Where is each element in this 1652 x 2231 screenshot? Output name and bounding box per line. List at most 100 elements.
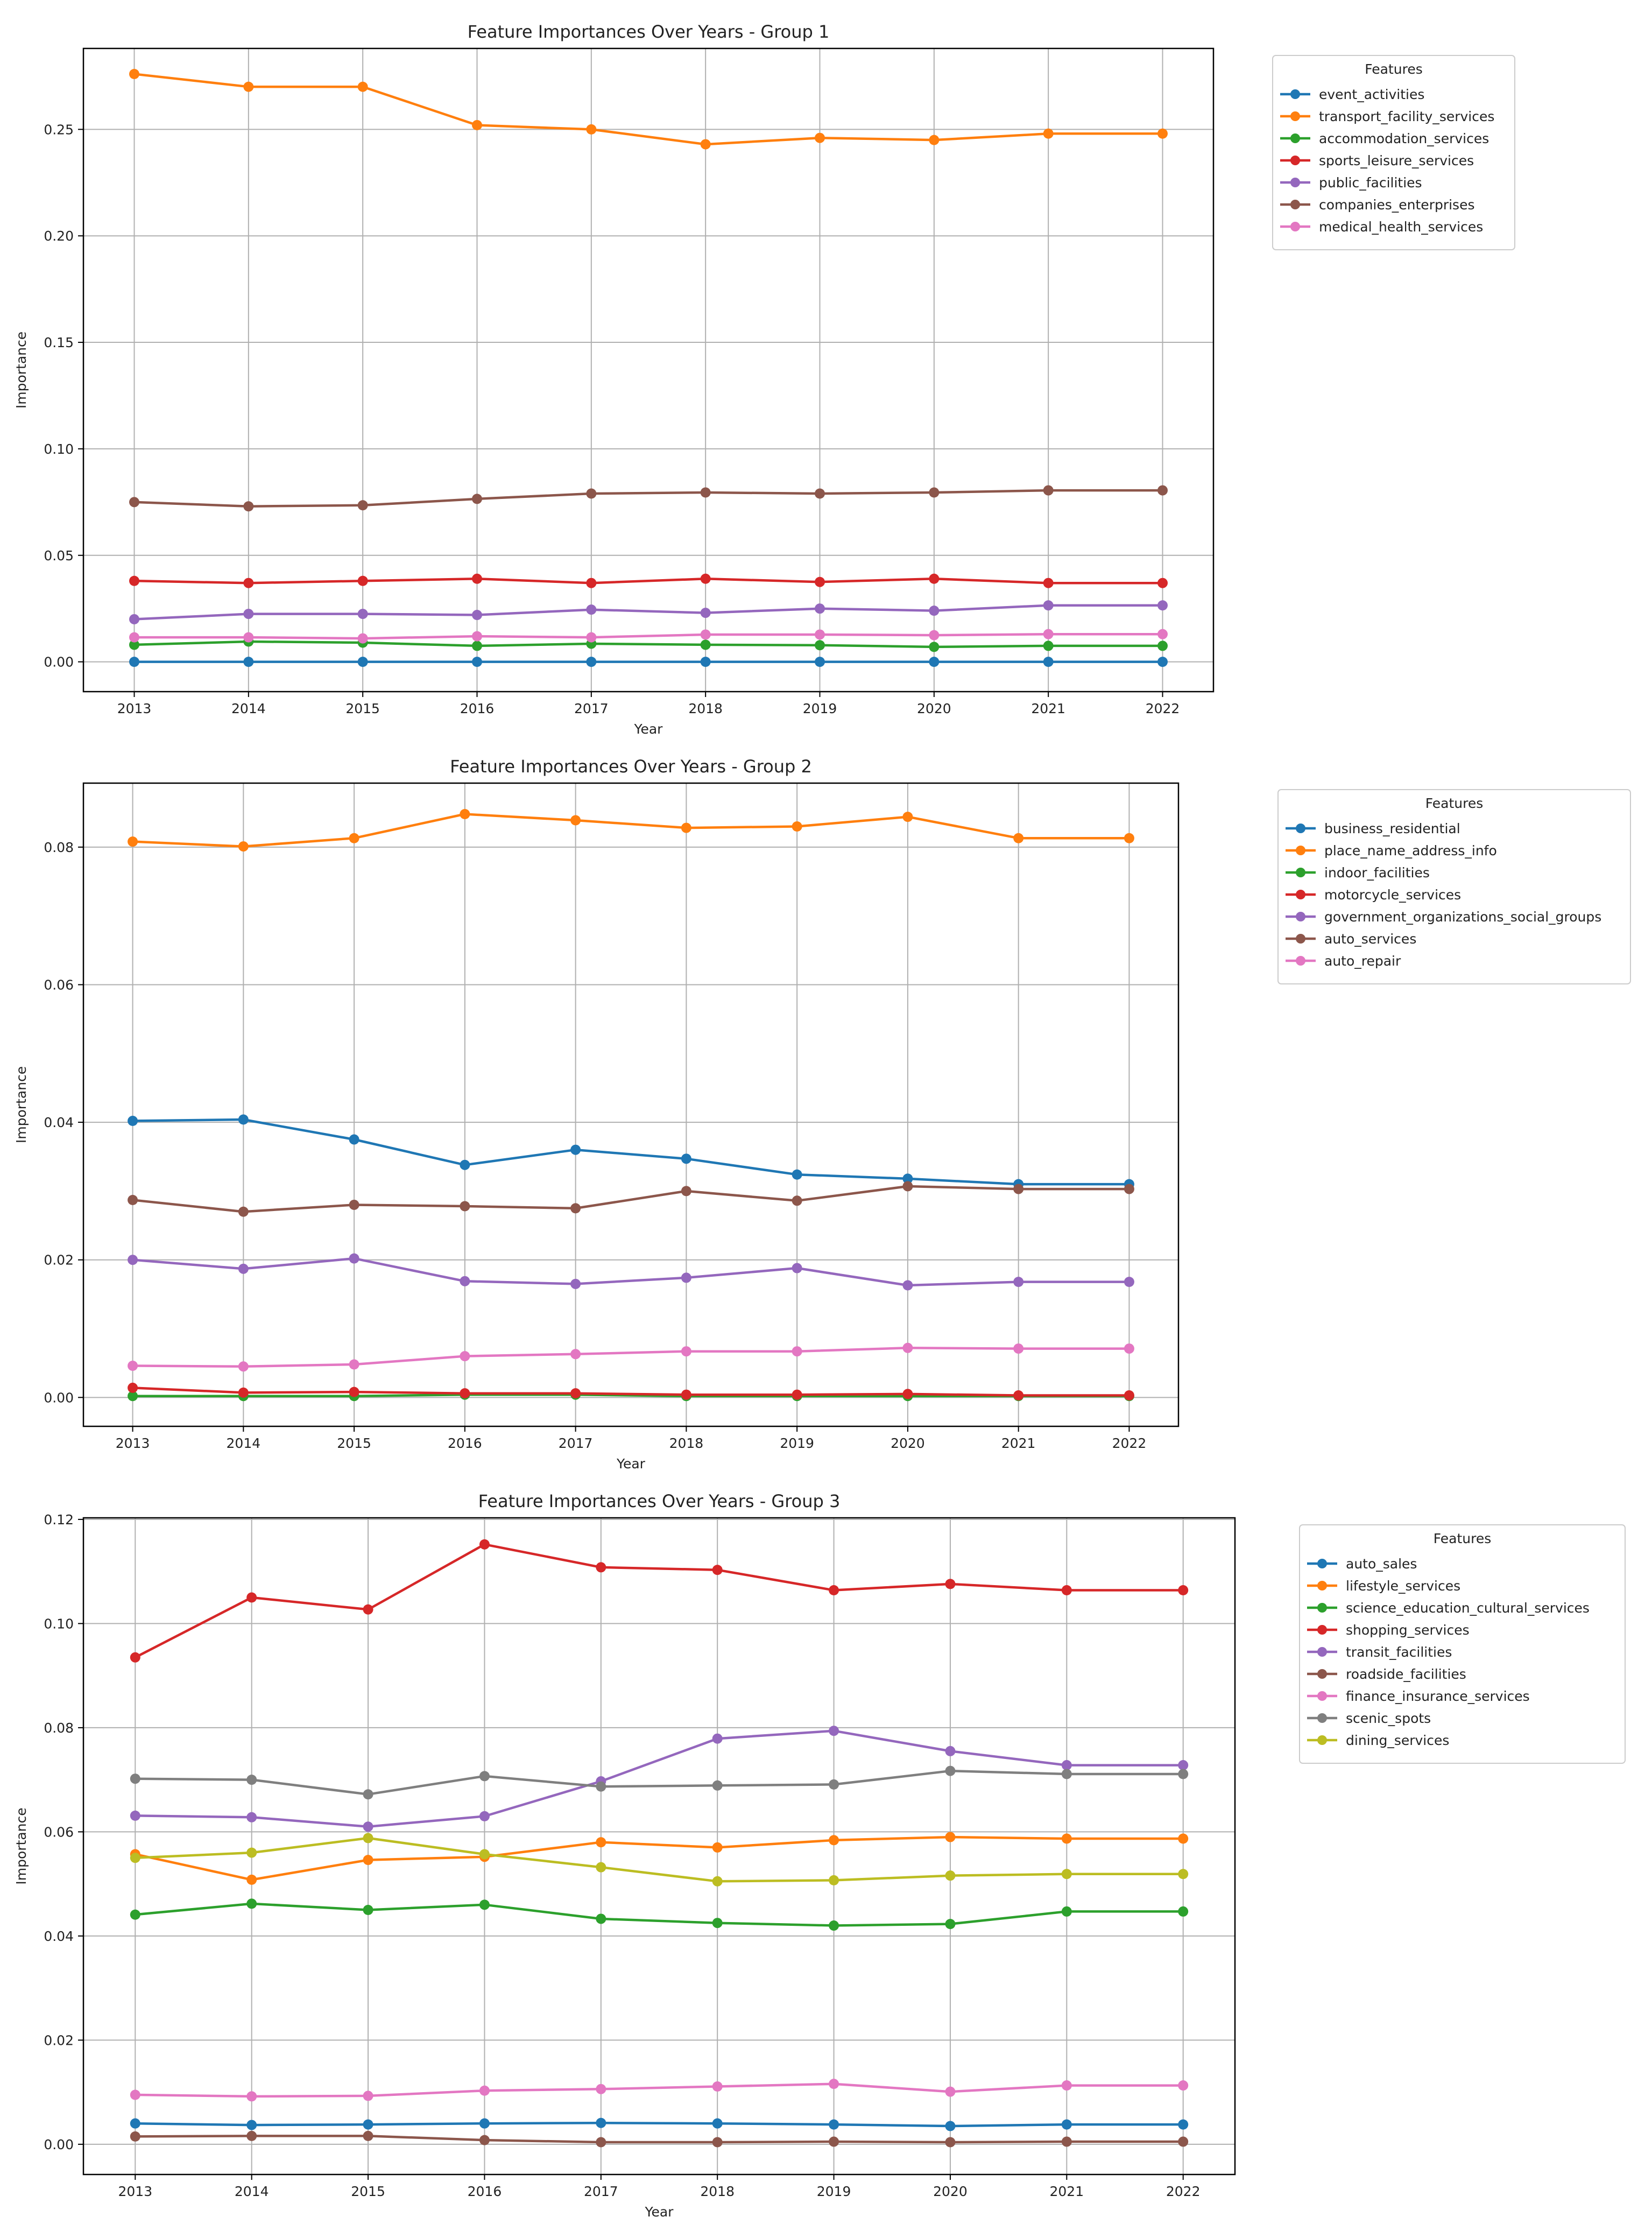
data-point-dining-services-2014 (246, 1847, 257, 1858)
legend-label-dining-services: dining_services (1346, 1733, 1449, 1748)
data-point-finance-insurance-services-2021 (1061, 2080, 1072, 2091)
data-point-transit-facilities-2015 (363, 1821, 373, 1832)
series-line-business-residential (132, 1118, 1129, 1186)
series-line-shopping-services (135, 1543, 1183, 1659)
x-axis-label: Year (645, 2204, 674, 2220)
data-point-accommodation-services-2018 (700, 639, 711, 650)
plot-frame (82, 1517, 1236, 2176)
data-point-sports-leisure-services-2017 (586, 578, 597, 588)
x-tick-label: 2020 (891, 1435, 925, 1451)
data-point-sports-leisure-services-2021 (1043, 578, 1054, 588)
data-point-auto-sales-2021 (1061, 2119, 1072, 2130)
series-line-auto-services (132, 1185, 1129, 1213)
data-point-scenic-spots-2013 (130, 1773, 140, 1784)
data-point-roadside-facilities-2019 (829, 2136, 839, 2147)
y-tick-label: 0.10 (44, 1616, 74, 1631)
data-point-dining-services-2016 (479, 1849, 490, 1860)
x-tick-label: 2016 (460, 701, 495, 716)
legend-box (1299, 1524, 1626, 1764)
data-point-roadside-facilities-2022 (1178, 2136, 1189, 2147)
x-axis-label: Year (634, 721, 663, 737)
data-point-medical-health-services-2019 (815, 629, 825, 640)
legend-label-business-residential: business_residential (1324, 821, 1460, 836)
series-line-roadside-facilities (135, 2135, 1183, 2144)
data-point-roadside-facilities-2016 (479, 2135, 490, 2145)
x-tick-label: 2018 (688, 701, 723, 716)
data-point-event-activities-2014 (243, 657, 254, 667)
data-point-transport-facility-services-2017 (586, 124, 597, 135)
legend-marker-government-organizations-social-groups (1296, 912, 1305, 921)
y-tick-label: 0.04 (44, 1115, 74, 1130)
y-tick-label: 0.15 (44, 335, 74, 350)
data-point-science-education-cultural-services-2022 (1178, 1906, 1189, 1917)
legend-marker-auto-services (1296, 934, 1305, 944)
data-point-science-education-cultural-services-2020 (945, 1919, 956, 1930)
data-point-finance-insurance-services-2017 (596, 2084, 606, 2094)
data-point-auto-sales-2020 (945, 2121, 956, 2131)
x-tick-label: 2018 (700, 2184, 735, 2199)
data-point-dining-services-2020 (945, 1870, 956, 1881)
data-point-transport-facility-services-2015 (357, 81, 368, 92)
data-point-scenic-spots-2016 (479, 1771, 490, 1782)
data-point-event-activities-2017 (586, 657, 597, 667)
legend-label-science-education-cultural-services: science_education_cultural_services (1346, 1600, 1590, 1616)
data-point-roadside-facilities-2015 (363, 2130, 373, 2141)
series-line-motorcycle-services (132, 1387, 1129, 1397)
data-point-auto-sales-2019 (829, 2119, 839, 2130)
chart-1: 2013 2014 2015 2016 2017 2018 2019 2020 2021 2022… (13, 22, 1515, 737)
data-point-finance-insurance-services-2018 (712, 2081, 723, 2092)
data-point-transit-facilities-2019 (829, 1726, 839, 1736)
data-point-government-organizations-social-groups-2018 (681, 1272, 691, 1283)
y-tick-label: 0.00 (44, 2137, 74, 2152)
data-point-event-activities-2018 (700, 657, 711, 667)
data-point-government-organizations-social-groups-2017 (570, 1278, 581, 1289)
data-point-event-activities-2019 (815, 657, 825, 667)
series-line-public-facilities (134, 604, 1163, 621)
data-point-science-education-cultural-services-2021 (1061, 1906, 1072, 1917)
y-axis-label: Importance (13, 1066, 29, 1143)
data-point-shopping-services-2021 (1061, 1585, 1072, 1595)
data-point-lifestyle-services-2019 (829, 1835, 839, 1846)
legend-label-finance-insurance-services: finance_insurance_services (1346, 1688, 1530, 1704)
y-axis-label: Importance (13, 332, 29, 409)
series-line-dining-services (135, 1836, 1183, 1883)
data-point-auto-sales-2016 (479, 2118, 490, 2129)
x-tick-label: 2013 (118, 2184, 152, 2199)
legend-box (1272, 55, 1515, 250)
legend-label-event-activities: event_activities (1319, 87, 1424, 102)
y-tick-label: 0.08 (44, 840, 74, 855)
series-line-indoor-facilities (132, 1393, 1129, 1398)
data-point-auto-repair-2014 (238, 1361, 249, 1372)
data-point-public-facilities-2021 (1043, 600, 1054, 611)
data-point-transport-facility-services-2019 (815, 132, 825, 143)
data-point-event-activities-2021 (1043, 657, 1054, 667)
data-point-medical-health-services-2020 (929, 630, 940, 641)
legend-label-transit-facilities: transit_facilities (1346, 1644, 1452, 1660)
data-point-accommodation-services-2022 (1157, 641, 1168, 651)
legend: Features auto_sales lifestyle_servicesscie… (1299, 1524, 1626, 1764)
data-point-place-name-address-info-2021 (1013, 833, 1024, 843)
data-point-medical-health-services-2021 (1043, 629, 1054, 639)
data-point-government-organizations-social-groups-2022 (1124, 1277, 1134, 1287)
data-point-scenic-spots-2015 (363, 1789, 373, 1800)
data-point-sports-leisure-services-2020 (929, 573, 940, 584)
data-point-business-residential-2018 (681, 1153, 691, 1164)
data-point-transit-facilities-2020 (945, 1746, 956, 1756)
series-line-medical-health-services (134, 632, 1163, 640)
data-point-motorcycle-services-2021 (1013, 1390, 1024, 1400)
x-tick-label: 2019 (780, 1435, 814, 1451)
data-point-lifestyle-services-2015 (363, 1855, 373, 1866)
data-point-sports-leisure-services-2014 (243, 578, 254, 588)
x-tick-label: 2016 (448, 1435, 482, 1451)
data-point-auto-repair-2019 (792, 1346, 802, 1357)
data-point-government-organizations-social-groups-2019 (792, 1263, 802, 1273)
data-point-roadside-facilities-2013 (130, 2131, 140, 2142)
data-point-motorcycle-services-2016 (460, 1388, 470, 1399)
data-point-business-residential-2014 (238, 1114, 249, 1125)
y-axis-label: Importance (13, 1807, 29, 1884)
data-point-government-organizations-social-groups-2014 (238, 1263, 249, 1274)
data-point-place-name-address-info-2013 (128, 836, 138, 847)
data-point-science-education-cultural-services-2014 (246, 1898, 257, 1909)
data-point-companies-enterprises-2019 (815, 488, 825, 499)
data-point-dining-services-2017 (596, 1862, 606, 1873)
